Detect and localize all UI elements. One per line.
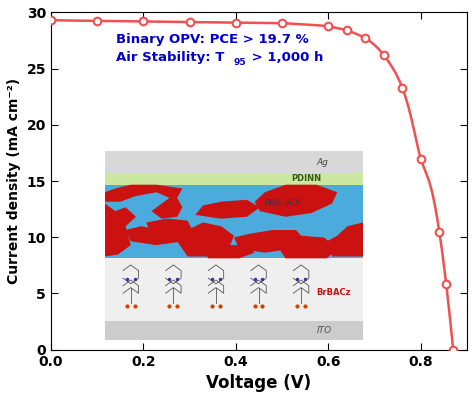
Text: > 1,000 h: > 1,000 h bbox=[247, 51, 324, 64]
Text: Binary OPV: PCE > 19.7 %: Binary OPV: PCE > 19.7 % bbox=[116, 33, 309, 46]
X-axis label: Voltage (V): Voltage (V) bbox=[206, 374, 311, 392]
Text: Air Stability: T: Air Stability: T bbox=[116, 51, 224, 64]
Y-axis label: Current density (mA cm⁻²): Current density (mA cm⁻²) bbox=[7, 78, 21, 284]
Text: 95: 95 bbox=[234, 58, 246, 67]
